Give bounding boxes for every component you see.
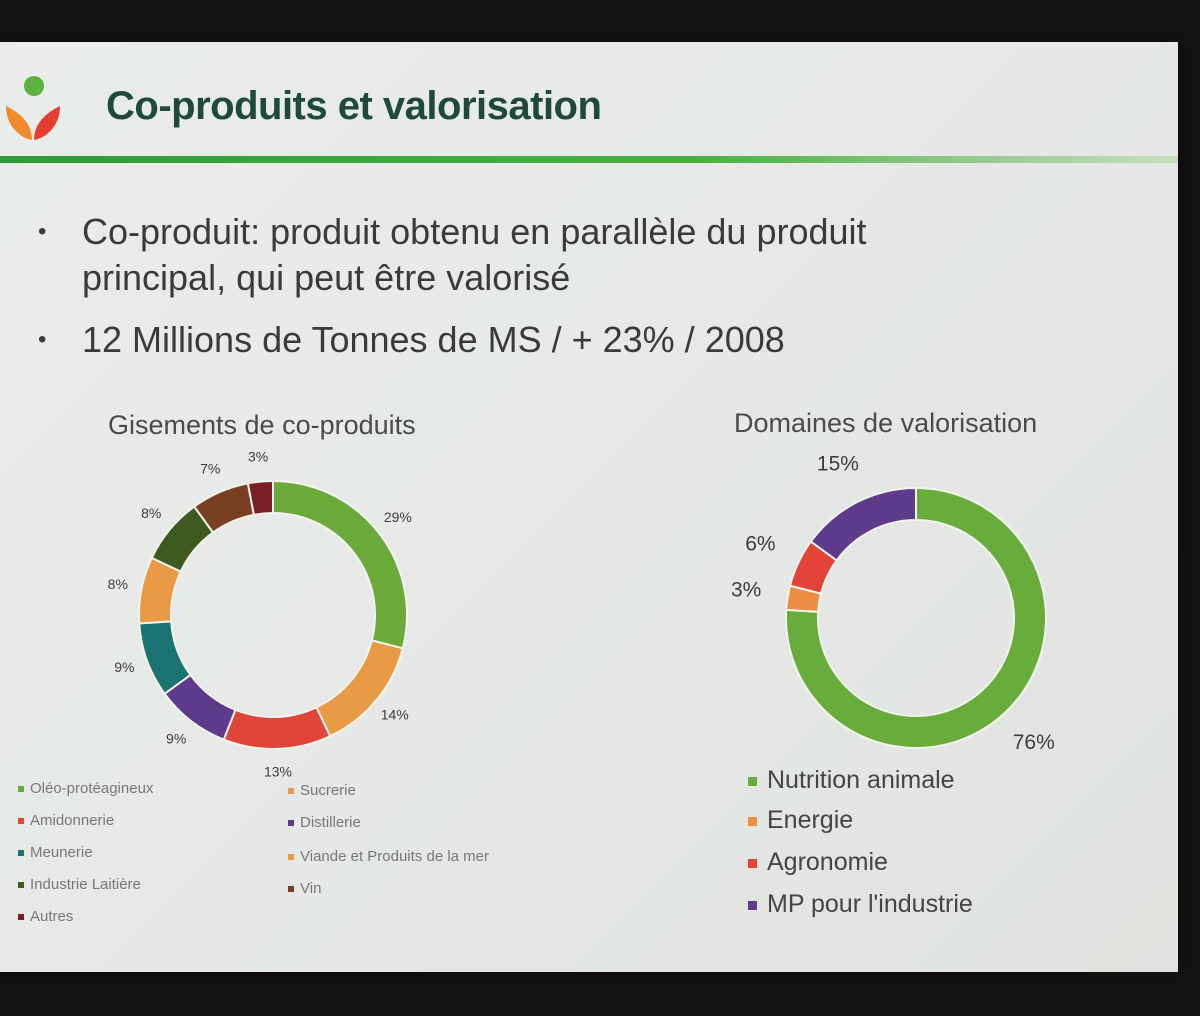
legend-item: Meunerie <box>18 844 93 861</box>
donut-slice-0 <box>272 479 408 650</box>
legend-label: Amidonnerie <box>30 812 115 829</box>
legend-item: MP pour l'industrie <box>748 890 973 919</box>
donut-slice-8 <box>246 479 274 516</box>
legend-label: Energie <box>767 806 854 834</box>
legend-swatch <box>18 786 24 793</box>
legend-item: Viande et Produits de la mer <box>288 848 489 865</box>
legend-swatch <box>748 776 757 786</box>
legend-label: Autres <box>30 908 74 925</box>
legend-swatch <box>288 854 294 861</box>
chart-title-domaines: Domaines de valorisation <box>734 408 1038 438</box>
legend-item: Oléo-protéagineux <box>18 780 153 797</box>
legend-label: Agronomie <box>767 848 888 876</box>
slice-value-label: 3% <box>248 448 268 464</box>
slice-value-label: 15% <box>817 452 859 475</box>
legend-swatch <box>748 816 757 826</box>
donut-slice-3 <box>809 486 917 562</box>
bullet-definition: • Co-produit: produit obtenu en parallèl… <box>38 210 1038 300</box>
slide-title: Co-produits et valorisation <box>106 84 602 128</box>
bullet-marker: • <box>38 326 47 353</box>
legend-item: Nutrition animale <box>748 766 955 795</box>
legend-swatch <box>748 858 757 868</box>
legend-swatch <box>18 882 24 889</box>
donut-slice-2 <box>222 705 332 750</box>
legend-swatch <box>288 886 294 893</box>
bullet-text-line: 12 Millions de Tonnes de MS / + 23% / 20… <box>82 319 785 360</box>
bullet-text-line: Co-produit: produit obtenu en parallèle … <box>82 211 867 252</box>
legend-item: Vin <box>288 880 321 897</box>
legend-label: MP pour l'industrie <box>767 890 973 918</box>
legend-item: Industrie Laitière <box>18 876 141 893</box>
slice-value-label: 7% <box>200 461 220 477</box>
slice-value-label: 29% <box>384 509 412 525</box>
legend-swatch <box>18 850 24 857</box>
legend-label: Distillerie <box>300 814 361 831</box>
legend-item: Agronomie <box>748 848 888 877</box>
donut-charts: 29% 14% 13% 9% 9% 8% 8% 7% 3% 76% 3% 6% 15% <box>108 448 1055 779</box>
legend-swatch <box>18 914 24 921</box>
legend-label: Sucrerie <box>300 782 356 799</box>
legend-label: Vin <box>300 880 322 897</box>
slice-value-label: 14% <box>381 706 409 722</box>
slice-value-label: 13% <box>264 764 292 780</box>
bullet-text-line: principal, qui peut être valorisé <box>82 257 571 298</box>
slice-value-label: 3% <box>731 579 761 602</box>
legend-label: Nutrition animale <box>767 766 955 794</box>
slide: Co-produits et valorisation • Co-produit… <box>0 42 1178 972</box>
slice-value-label: 76% <box>1013 731 1055 754</box>
slice-value-label: 8% <box>141 505 161 521</box>
legend-label: Oléo-protéagineux <box>30 780 154 797</box>
slice-value-label: 8% <box>108 576 128 592</box>
donut-slice-0 <box>785 486 1047 749</box>
legend-label: Viande et Produits de la mer <box>300 848 490 865</box>
legend-label: Industrie Laitière <box>30 876 141 893</box>
slice-value-label: 6% <box>745 532 775 555</box>
donut-chart-gisements: 29% 14% 13% 9% 9% 8% 8% 7% 3% <box>108 448 412 779</box>
slice-value-label: 9% <box>114 659 134 675</box>
chart-title-gisements: Gisements de co-produits <box>108 410 416 440</box>
bullet-volume: • 12 Millions de Tonnes de MS / + 23% / … <box>38 318 1038 362</box>
legend-label: Meunerie <box>30 844 93 861</box>
slice-value-label: 9% <box>166 731 186 747</box>
legend-swatch <box>748 900 757 910</box>
person-heart-logo-icon <box>6 76 60 140</box>
legend-swatch <box>288 820 294 827</box>
title-underline <box>0 156 1178 163</box>
bullet-marker: • <box>38 218 47 245</box>
legend-item: Autres <box>18 908 73 925</box>
legend-swatch <box>18 818 24 825</box>
legend-swatch <box>288 788 294 795</box>
donut-chart-domaines: 76% 3% 6% 15% <box>731 452 1055 754</box>
legend-item: Distillerie <box>288 814 361 831</box>
legend-item: Amidonnerie <box>18 812 114 829</box>
legend-item: Sucrerie <box>288 782 356 799</box>
legend-item: Energie <box>748 806 853 835</box>
